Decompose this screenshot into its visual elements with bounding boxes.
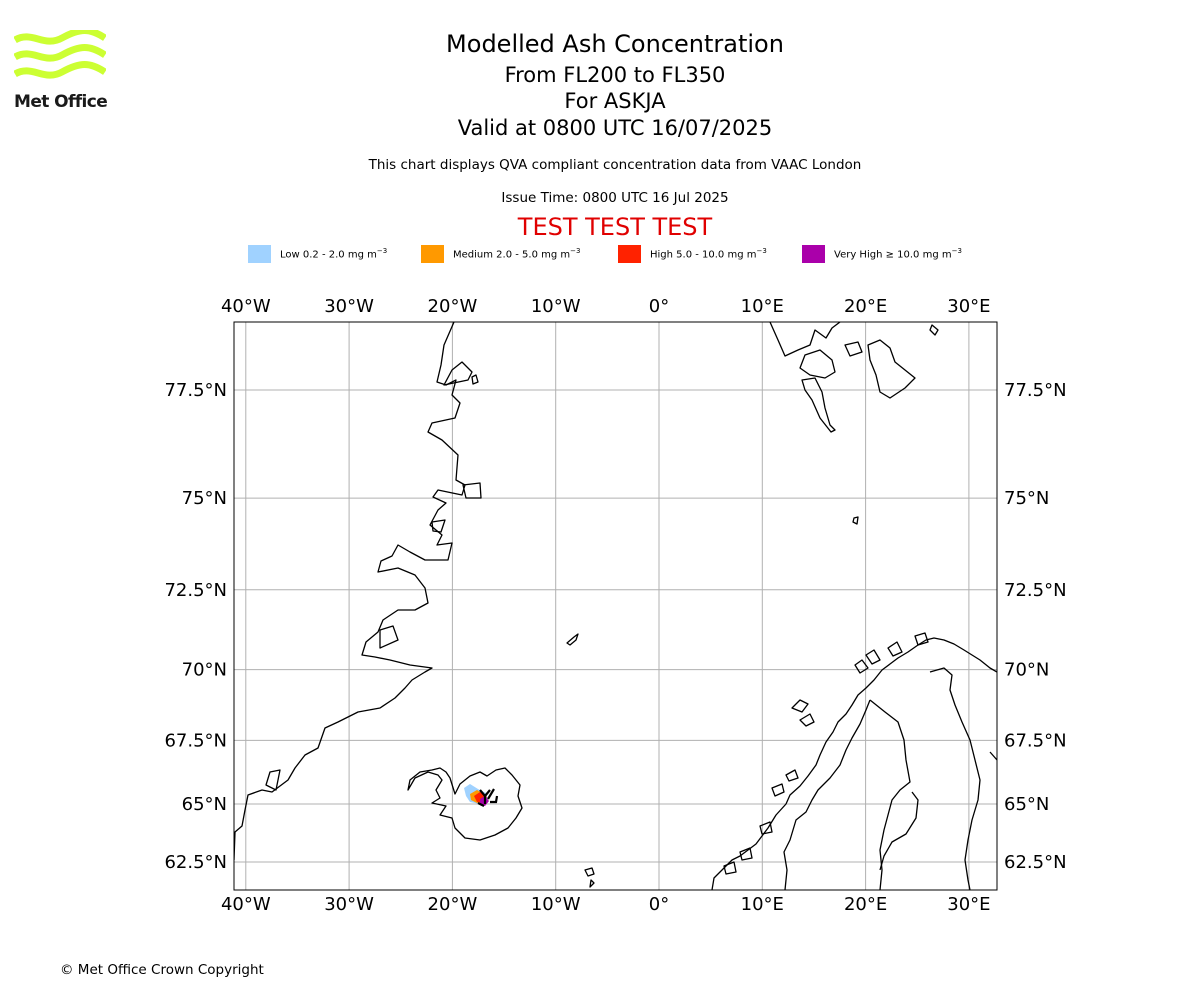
legend-unit-exponent: −3 [951,247,962,256]
lon-tick-label-bottom: 10°E [741,894,784,915]
legend-unit-exponent: −3 [376,247,388,256]
lat-tick-label-right: 65°N [1004,794,1049,815]
lon-labels-bottom: 40°W 30°W 20°W 10°W 0° 10°E 20°E 30°E [221,894,991,915]
svalbard-coast [769,322,841,357]
map-frame [233,321,998,891]
lat-tick-label-right: 67.5°N [1004,730,1067,751]
legend-label-medium: Medium 2.0 - 5.0 mg m [453,249,571,261]
volcano-name: For ASKJA [564,89,666,113]
iceland-coast [407,767,523,841]
greenland-coast [234,322,466,861]
flight-levels: From FL200 to FL350 [504,63,726,87]
legend-swatch-medium [421,245,444,263]
lat-labels-left: 77.5°N 75°N 72.5°N 70°N 67.5°N 65°N 62.5°N [164,380,227,873]
volcano-marker [477,788,499,807]
lat-tick-label-right: 70°N [1004,660,1049,681]
lat-tick-label-right: 62.5°N [1004,852,1067,873]
lon-tick-label-top: 0° [649,296,669,317]
legend-label-high: High 5.0 - 10.0 mg m [650,249,757,261]
finland-russia-border [929,667,981,890]
lat-tick-label-left: 72.5°N [164,580,227,601]
sweden-border [783,699,871,890]
norway-coast [711,637,997,890]
legend-item-low: Low 0.2 - 2.0 mg m−3 [248,244,387,264]
lon-tick-label-top: 20°E [844,296,887,317]
met-office-waves-icon [14,30,106,79]
lat-tick-label-right: 75°N [1004,488,1049,509]
lon-tick-label-top: 30°W [324,296,374,317]
map-gridlines [234,322,997,890]
legend-item-medium: Medium 2.0 - 5.0 mg m−3 [421,244,580,264]
legend-label-very-high: Very High ≥ 10.0 mg m [834,249,952,261]
lat-tick-label-left: 75°N [182,488,227,509]
copyright: © Met Office Crown Copyright [60,962,264,978]
concentration-legend: Low 0.2 - 2.0 mg m−3 Medium 2.0 - 5.0 mg… [248,244,1008,264]
finland-border [869,699,911,890]
coastlines [234,322,997,890]
lon-tick-label-top: 10°E [741,296,784,317]
test-banner: TEST TEST TEST [517,213,713,241]
gulf-of-bothnia [879,791,919,871]
legend-item-high: High 5.0 - 10.0 mg m−3 [618,244,767,264]
met-office-logo: Met Office [14,30,110,112]
chart-info: This chart displays QVA compliant concen… [368,157,862,173]
legend-swatch-very-high [802,245,825,263]
lon-tick-label-bottom: 40°W [221,894,271,915]
legend-item-very-high: Very High ≥ 10.0 mg m−3 [802,244,962,264]
lon-tick-label-top: 30°E [947,296,990,317]
lon-tick-label-top: 40°W [221,296,271,317]
lon-tick-label-bottom: 30°E [947,894,990,915]
legend-label-low: Low 0.2 - 2.0 mg m [280,249,377,261]
lon-tick-label-bottom: 30°W [324,894,374,915]
lon-tick-label-bottom: 20°E [844,894,887,915]
lat-tick-label-left: 65°N [182,794,227,815]
lon-labels-top: 40°W 30°W 20°W 10°W 0° 10°E 20°E 30°E [221,296,991,317]
legend-swatch-high [618,245,641,263]
lon-tick-label-bottom: 10°W [531,894,581,915]
legend-unit-exponent: −3 [756,247,767,256]
lat-tick-label-left: 67.5°N [164,730,227,751]
lat-tick-label-left: 70°N [182,660,227,681]
valid-time: Valid at 0800 UTC 16/07/2025 [457,116,773,140]
lat-tick-label-left: 77.5°N [164,380,227,401]
lat-tick-label-left: 62.5°N [164,852,227,873]
lon-tick-label-bottom: 20°W [428,894,478,915]
lat-tick-label-right: 77.5°N [1004,380,1067,401]
lat-tick-label-right: 72.5°N [1004,580,1067,601]
legend-unit-exponent: −3 [570,247,581,256]
faroe-coast [584,867,595,888]
met-office-logo-text: Met Office [14,92,108,112]
lon-tick-label-top: 10°W [531,296,581,317]
chart-title: Modelled Ash Concentration [446,30,784,58]
legend-swatch-low [248,245,271,263]
bear-island-coast [852,516,859,525]
lon-tick-label-bottom: 0° [649,894,669,915]
jan-mayen-coast [566,633,579,646]
lat-labels-right: 77.5°N 75°N 72.5°N 70°N 67.5°N 65°N 62.5°N [1004,380,1067,873]
lon-tick-label-top: 20°W [428,296,478,317]
issue-time: Issue Time: 0800 UTC 16 Jul 2025 [501,190,729,206]
